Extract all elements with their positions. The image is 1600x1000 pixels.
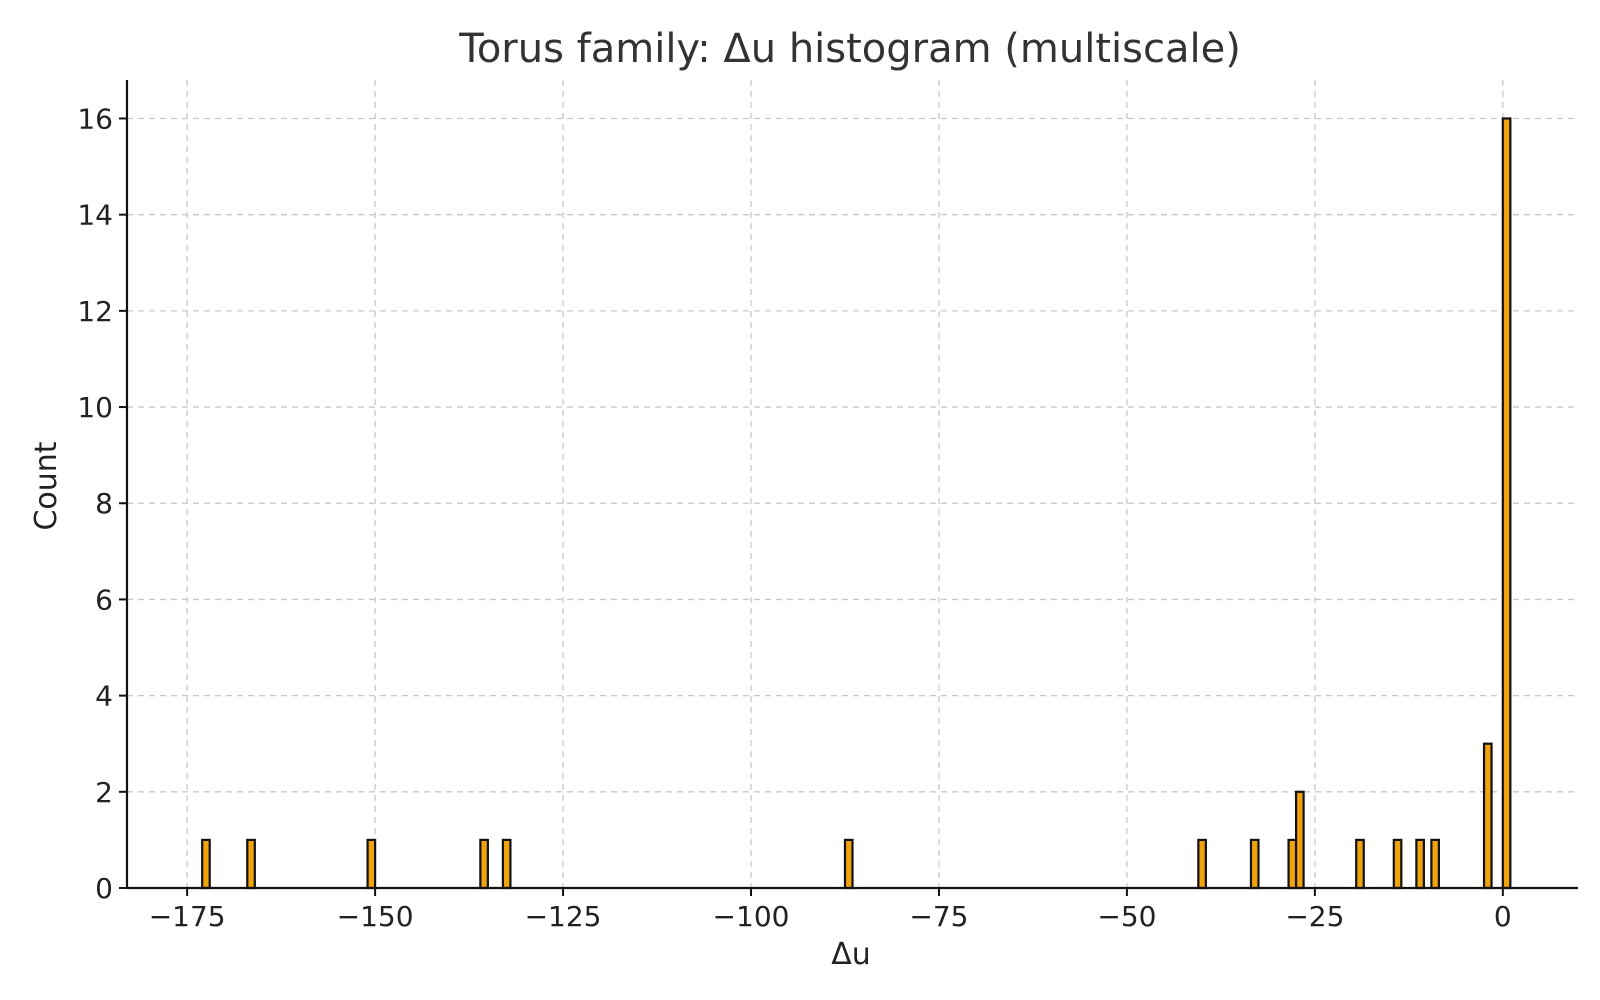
x-tick-label: −150 [337, 900, 414, 933]
y-tick-label: 2 [95, 776, 113, 809]
histogram-bar [1430, 838, 1441, 890]
histogram-bar [1287, 838, 1298, 890]
histogram-bar [246, 838, 256, 890]
x-tick-label: 0 [1494, 900, 1512, 933]
histogram-bar [1294, 790, 1305, 890]
chart-title: Torus family: Δu histogram (multiscale) [458, 26, 1241, 72]
x-tick-label: −175 [149, 900, 226, 933]
y-tick-label: 12 [77, 295, 113, 328]
y-tick-label: 4 [95, 680, 113, 713]
grid [127, 80, 1578, 889]
y-tick-label: 16 [77, 102, 113, 135]
histogram-bar [843, 838, 854, 890]
y-axis-label: Count [29, 441, 64, 530]
x-tick-label: −25 [1285, 900, 1344, 933]
x-tick-label: −50 [1097, 900, 1156, 933]
tick-labels: −175 −150 −125 −100 −75 −50 −25 0 0 2 4 6 8 10 12 14 16 [77, 102, 1511, 933]
x-axis-label: Δu [831, 937, 871, 972]
y-tick-label: 10 [77, 391, 113, 424]
x-tick-label: −75 [909, 900, 968, 933]
x-tick-label: −125 [525, 900, 602, 933]
y-tick-label: 0 [95, 872, 113, 905]
y-tick-label: 8 [95, 487, 113, 520]
histogram-bar [1415, 838, 1425, 890]
histogram-bar [479, 838, 489, 890]
histogram-bar [1392, 838, 1403, 890]
y-tick-label: 14 [77, 199, 113, 232]
axes [119, 80, 1578, 896]
histogram-bar [1249, 838, 1260, 890]
histogram-bar [1501, 117, 1512, 890]
histogram-bar [1355, 838, 1365, 890]
histogram-bar [1197, 838, 1207, 890]
histogram-bar [501, 838, 512, 890]
x-tick-label: −100 [713, 900, 790, 933]
y-tick-label: 6 [95, 583, 113, 616]
histogram-bar [366, 838, 377, 890]
histogram-bar [1482, 742, 1493, 890]
histogram-bar [201, 838, 211, 890]
